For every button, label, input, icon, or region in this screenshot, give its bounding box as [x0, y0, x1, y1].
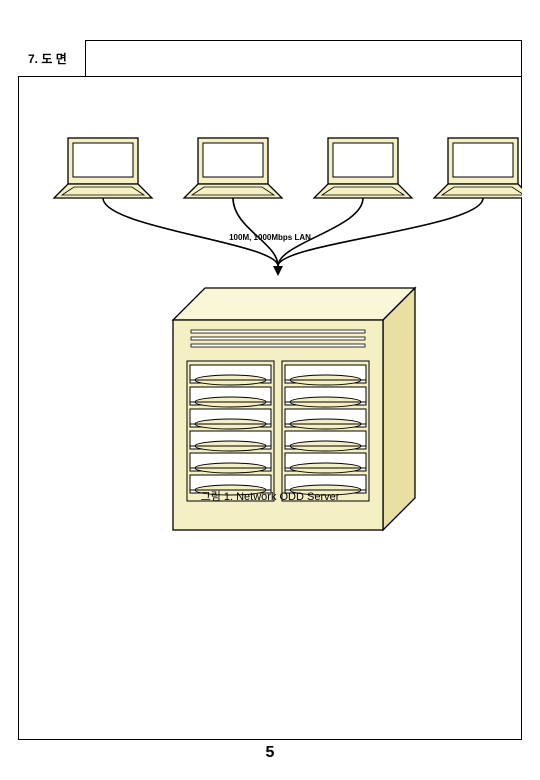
- horizontal-rule: [19, 76, 521, 77]
- section-title: 7. 도 면: [28, 50, 67, 67]
- page-number: 5: [0, 744, 540, 762]
- arrowhead: [273, 266, 283, 276]
- lan-label: 100M, 1000Mbps LAN: [18, 233, 522, 242]
- figure-caption: 그림 1. Network ODD Server: [18, 488, 522, 504]
- section-title-tab: 7. 도 면: [18, 40, 86, 77]
- connection-edges: [103, 198, 483, 266]
- diagram-area: 100M, 1000Mbps LAN 그림 1. Network ODD Ser…: [18, 78, 522, 738]
- network-diagram-svg: [18, 78, 522, 738]
- laptops-group: [54, 138, 522, 198]
